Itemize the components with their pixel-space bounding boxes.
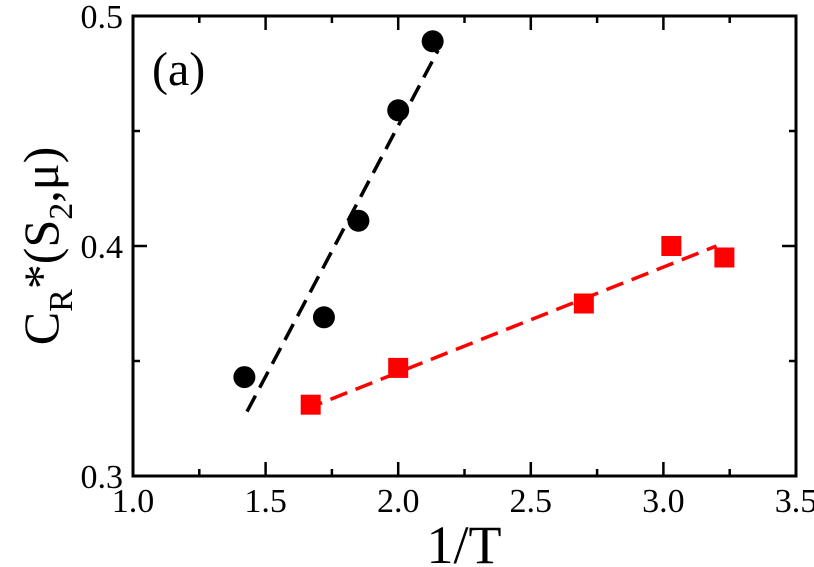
point-series-1: [714, 247, 735, 268]
y-axis-title: CR*(S2,μ): [13, 147, 80, 345]
x-tick-label: 3.5: [775, 483, 814, 520]
panel-label: (a): [152, 43, 205, 96]
y-tick-label: 0.5: [81, 0, 124, 36]
point-series-1: [388, 357, 409, 378]
data-points: [233, 30, 735, 415]
x-axis-title: 1/T: [427, 515, 502, 567]
plot-frame: [131, 14, 798, 478]
point-series-0: [421, 30, 444, 53]
y-tick-label: 0.4: [81, 229, 124, 266]
fit-line-series-0: [245, 49, 440, 413]
point-series-0: [233, 366, 256, 389]
y-tick-label: 0.3: [81, 459, 124, 496]
x-tick-label: 3.0: [642, 483, 685, 520]
x-tick-label: 1.5: [244, 483, 287, 520]
x-tick-label: 1.0: [112, 483, 155, 520]
y-title-main: C: [13, 312, 69, 345]
x-tick-label: 2.0: [377, 483, 420, 520]
y-title-star: *(S: [13, 220, 69, 289]
point-series-0: [312, 306, 335, 329]
y-title-tail: ,μ): [13, 147, 69, 203]
point-series-1: [573, 293, 594, 314]
point-series-1: [300, 394, 321, 415]
y-title-sub-r: R: [43, 289, 80, 312]
point-series-0: [387, 99, 410, 122]
tick-labels: 1.0 1.5 2.0 2.5 3.0 3.5 0.3 0.4 0.5: [81, 0, 814, 520]
x-tick-label: 2.5: [510, 483, 553, 520]
ticks: [131, 14, 798, 478]
fit-line-series-1: [304, 244, 718, 411]
point-series-0: [347, 209, 370, 232]
fit-lines: [245, 49, 718, 413]
y-title-sub-2: 2: [43, 203, 80, 220]
point-series-1: [661, 236, 682, 256]
